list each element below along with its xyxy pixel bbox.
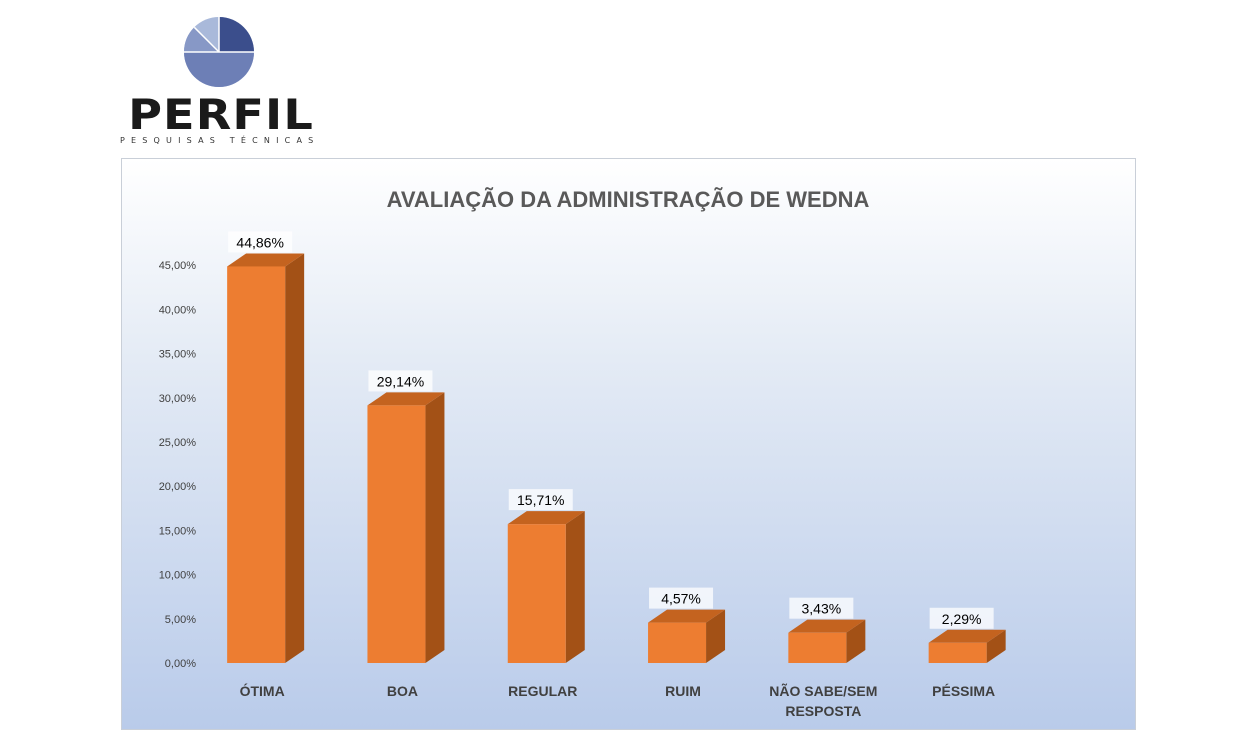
chart-title: AVALIAÇÃO DA ADMINISTRAÇÃO DE WEDNA	[387, 187, 870, 212]
y-tick-label: 20,00%	[159, 481, 197, 493]
y-tick-label: 30,00%	[159, 393, 197, 405]
bar-side	[285, 253, 305, 663]
data-label: 29,14%	[377, 373, 424, 389]
y-tick-label: 0,00%	[165, 658, 196, 670]
bar	[788, 632, 847, 663]
y-tick-label: 45,00%	[159, 260, 197, 272]
y-tick-label: 10,00%	[159, 570, 197, 582]
data-label-box	[228, 231, 293, 253]
data-label-box	[649, 587, 714, 609]
bar-top	[928, 629, 1006, 643]
data-label: 4,57%	[661, 591, 701, 607]
bar-side	[565, 511, 585, 663]
x-tick-label: NÃO SABE/SEM RESPOSTA	[769, 682, 877, 719]
bar-group	[928, 629, 1006, 663]
bar-side	[706, 609, 726, 663]
bar-group	[507, 511, 585, 663]
y-tick-label: 40,00%	[159, 304, 197, 316]
bar-group	[367, 392, 445, 663]
bar	[928, 642, 987, 663]
y-tick-label: 25,00%	[159, 437, 197, 449]
y-tick-label: 15,00%	[159, 525, 197, 537]
x-axis: ÓTIMA BOA REGULAR RUIM NÃO SABE/SEM RESPOSTA P…	[240, 682, 996, 719]
logo-pie-upper-right	[219, 17, 254, 52]
bar	[507, 524, 566, 663]
perfil-logo: PERFIL PESQUISAS TÉCNICAS	[118, 14, 324, 150]
x-tick-label: ÓTIMA	[240, 682, 285, 699]
bar-top	[367, 392, 445, 406]
bar-chart: AVALIAÇÃO DA ADMINISTRAÇÃO DE WEDNA 0,00…	[159, 187, 1006, 719]
chart-panel: AVALIAÇÃO DA ADMINISTRAÇÃO DE WEDNA 0,00…	[121, 158, 1136, 730]
x-tick-label: REGULAR	[508, 683, 577, 699]
logo-wordmark: PERFIL	[128, 90, 314, 139]
x-tick-label: RUIM	[665, 683, 701, 699]
data-label-box	[368, 370, 433, 392]
logo-pie-left-wedge	[184, 27, 219, 52]
data-label-box	[508, 489, 573, 511]
y-tick-label: 35,00%	[159, 349, 197, 361]
bar-group	[648, 609, 726, 663]
data-label-box	[929, 607, 994, 629]
y-axis: 0,00% 5,00% 10,00% 15,00% 20,00% 25,00% 30,00%…	[159, 260, 197, 670]
bar	[648, 622, 707, 663]
data-label: 3,43%	[801, 601, 841, 617]
x-tick-label: PÉSSIMA	[932, 683, 995, 699]
bar-top	[507, 511, 585, 525]
bar-side	[986, 629, 1006, 663]
bar-group	[227, 253, 305, 663]
bar-side	[846, 619, 866, 663]
data-label: 44,86%	[236, 234, 283, 250]
bar-group	[788, 619, 866, 663]
data-label: 15,71%	[517, 492, 564, 508]
bar-side	[425, 392, 445, 663]
bars: 44,86% 29,14% 15,71% 4,57% 3,43% 2,29%	[227, 231, 1006, 663]
bar	[367, 405, 426, 663]
pie-logo-icon	[184, 17, 254, 87]
y-tick-label: 5,00%	[165, 614, 196, 626]
data-label: 2,29%	[942, 611, 982, 627]
bar-top	[788, 619, 866, 633]
bar-top	[227, 253, 305, 267]
x-tick-label: BOA	[387, 683, 418, 699]
logo-pie-lower	[184, 52, 254, 87]
logo-tagline: PESQUISAS TÉCNICAS	[120, 136, 320, 145]
bar-top	[648, 609, 726, 623]
bar	[227, 266, 286, 663]
data-label-box	[789, 597, 854, 619]
